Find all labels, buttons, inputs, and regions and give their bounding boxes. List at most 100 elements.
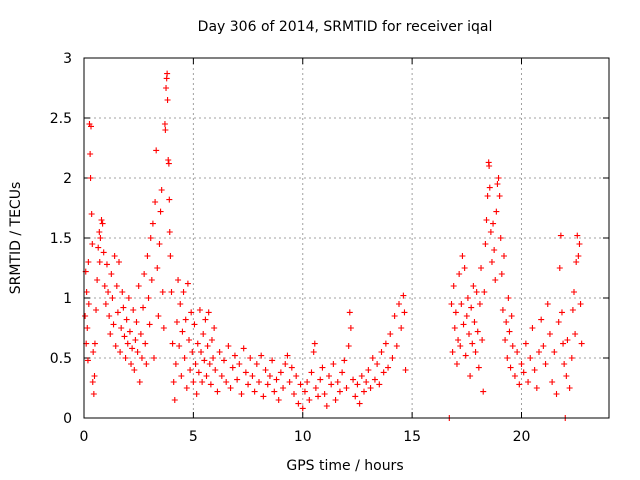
data-point: [486, 184, 493, 191]
chart-title: Day 306 of 2014, SRMTID for receiver iqa…: [198, 19, 493, 35]
data-point: [459, 253, 466, 259]
data-point: [378, 349, 385, 355]
data-point: [311, 340, 318, 347]
data-point: [402, 367, 409, 373]
data-point: [116, 259, 122, 265]
data-point: [490, 220, 497, 227]
data-point: [91, 373, 98, 379]
data-point: [225, 343, 232, 349]
x-tick-label: 20: [513, 429, 531, 445]
data-point: [538, 316, 545, 323]
data-point: [98, 217, 105, 223]
data-point: [88, 123, 94, 130]
data-point: [164, 97, 171, 103]
data-point: [326, 373, 332, 379]
data-point: [211, 325, 218, 331]
data-point: [358, 373, 365, 379]
data-point: [345, 343, 352, 349]
data-point: [330, 361, 337, 367]
data-point: [476, 301, 483, 307]
data-point: [341, 357, 348, 364]
data-point: [487, 229, 494, 235]
data-point: [94, 277, 101, 283]
data-point: [111, 253, 118, 259]
data-point: [277, 369, 284, 376]
data-point: [540, 343, 547, 349]
data-point: [312, 385, 319, 391]
data-point: [199, 379, 206, 385]
data-point: [478, 265, 485, 271]
data-point: [89, 379, 96, 385]
data-point: [132, 337, 139, 343]
data-point: [146, 321, 153, 328]
data-point: [502, 337, 509, 343]
data-point: [218, 373, 225, 379]
data-point: [382, 340, 389, 347]
grid: [84, 58, 609, 418]
data-point: [323, 403, 330, 409]
data-point: [172, 361, 179, 367]
data-point: [385, 364, 392, 371]
data-point: [236, 361, 243, 367]
data-point: [463, 313, 470, 319]
data-point: [558, 309, 565, 316]
data-point: [352, 393, 359, 400]
data-point: [374, 361, 381, 367]
y-tick-label: 3: [63, 51, 72, 67]
data-point: [503, 319, 510, 325]
data-point: [339, 369, 346, 376]
data-point: [200, 331, 207, 337]
data-point: [367, 385, 374, 391]
data-point: [90, 391, 97, 397]
data-point: [317, 376, 324, 383]
data-point: [216, 349, 223, 355]
data-point: [266, 373, 273, 379]
data-point: [391, 313, 398, 319]
data-point: [184, 280, 191, 287]
data-point: [480, 388, 487, 395]
data-point: [117, 349, 124, 355]
data-point: [157, 208, 164, 215]
data-point: [575, 253, 582, 259]
data-point: [315, 393, 322, 400]
data-point: [212, 367, 219, 373]
data-point: [140, 304, 147, 311]
data-point: [83, 289, 90, 295]
data-point: [138, 355, 145, 361]
data-point: [167, 253, 174, 259]
y-tick-label: 0.5: [50, 351, 72, 367]
data-point: [347, 325, 354, 331]
data-point: [181, 355, 188, 361]
data-point: [202, 316, 209, 323]
data-point: [533, 385, 540, 391]
data-point: [82, 313, 89, 319]
data-point: [507, 364, 514, 371]
data-point: [182, 316, 189, 323]
data-point: [350, 376, 357, 383]
data-point: [286, 379, 293, 385]
x-tick-label: 10: [294, 429, 312, 445]
data-point: [149, 220, 156, 227]
data-point: [153, 147, 160, 154]
data-point: [361, 388, 367, 395]
data-point: [242, 369, 249, 376]
data-point: [251, 388, 258, 395]
data-point: [356, 400, 363, 407]
y-tick-label: 2: [63, 171, 72, 187]
data-point: [134, 349, 141, 355]
data-point: [556, 265, 563, 271]
data-point: [291, 391, 297, 397]
data-point: [145, 295, 152, 301]
data-point: [273, 376, 280, 383]
data-point: [451, 325, 458, 331]
data-point: [475, 364, 482, 371]
y-tick-label: 1: [63, 291, 72, 307]
data-point: [389, 355, 396, 361]
data-point: [569, 307, 576, 313]
data-point: [458, 301, 465, 307]
data-point: [201, 357, 208, 364]
data-point: [247, 355, 254, 361]
data-point: [106, 313, 113, 319]
data-point: [461, 265, 468, 271]
data-point: [194, 340, 201, 347]
